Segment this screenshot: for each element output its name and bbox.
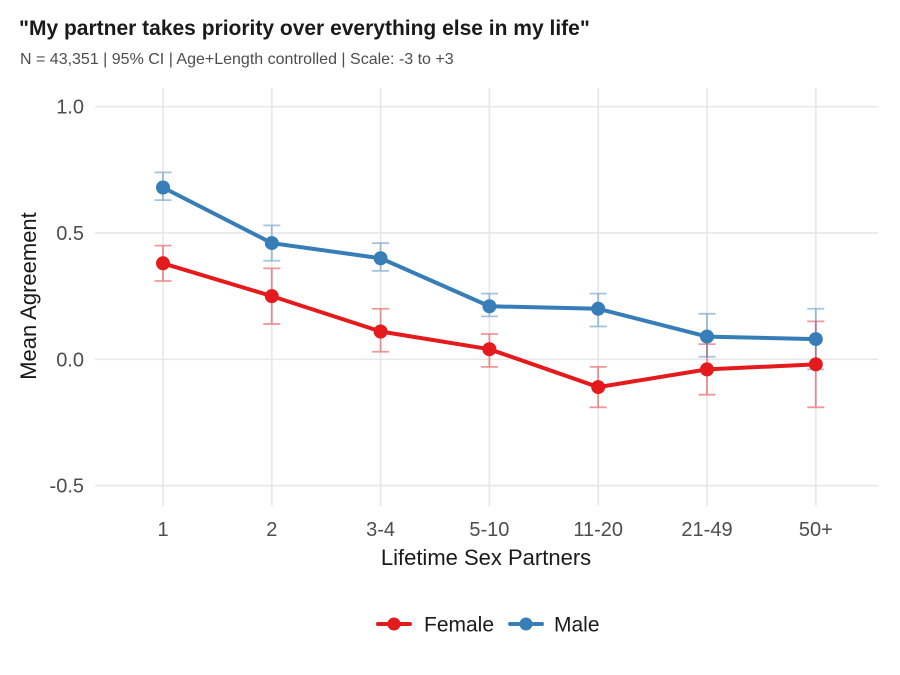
data-point-male-21-49	[700, 329, 714, 344]
gridlines	[95, 88, 878, 506]
x-axis-title: Lifetime Sex Partners	[381, 545, 591, 570]
legend-key-point-male	[519, 617, 533, 631]
data-point-female-21-49	[700, 362, 714, 377]
x-tick-label: 2	[266, 519, 277, 541]
x-tick-label: 5-10	[469, 519, 509, 541]
data-point-male-1	[156, 180, 170, 195]
y-tick-label: 0.5	[56, 223, 84, 245]
x-tick-label: 11-20	[573, 519, 623, 541]
data-point-male-2	[264, 236, 279, 251]
data-point-female-1	[156, 256, 170, 271]
y-tick-label: 1.0	[56, 97, 84, 119]
data-point-female-50+	[808, 357, 823, 372]
data-point-male-3-4	[373, 251, 388, 266]
series-layer	[154, 171, 825, 409]
x-tick-label: 21-49	[681, 519, 732, 541]
data-point-male-5-10	[482, 299, 497, 314]
series-points-male	[156, 180, 823, 347]
legend-key-point-female	[387, 617, 401, 631]
x-tick-label: 50+	[799, 519, 833, 541]
legend-item-female: Female	[376, 614, 494, 637]
y-tick-label: 0.0	[56, 349, 84, 371]
x-tick-label: 3-4	[366, 519, 395, 541]
chart-title: "My partner takes priority over everythi…	[19, 17, 590, 40]
axis-tick-labels: 1.0 0.5 0.0 -0.5 1 2 3-4 5-10 11-20 21-49 50+	[50, 97, 833, 541]
legend-label-female: Female	[424, 614, 494, 637]
data-point-female-5-10	[482, 342, 497, 357]
y-axis-title: Mean Agreement	[16, 212, 41, 380]
y-tick-label: -0.5	[50, 476, 84, 498]
data-point-male-11-20	[591, 301, 606, 316]
data-point-female-11-20	[591, 380, 606, 395]
data-point-female-2	[264, 289, 279, 304]
data-point-male-50+	[808, 332, 823, 347]
chart-subtitle: N = 43,351 | 95% CI | Age+Length control…	[20, 51, 454, 68]
data-point-female-3-4	[373, 324, 388, 339]
legend: Female Male	[376, 614, 600, 637]
series-points-female	[156, 256, 823, 395]
x-tick-label: 1	[157, 519, 168, 541]
legend-label-male: Male	[554, 614, 600, 637]
legend-item-male: Male	[508, 614, 600, 637]
